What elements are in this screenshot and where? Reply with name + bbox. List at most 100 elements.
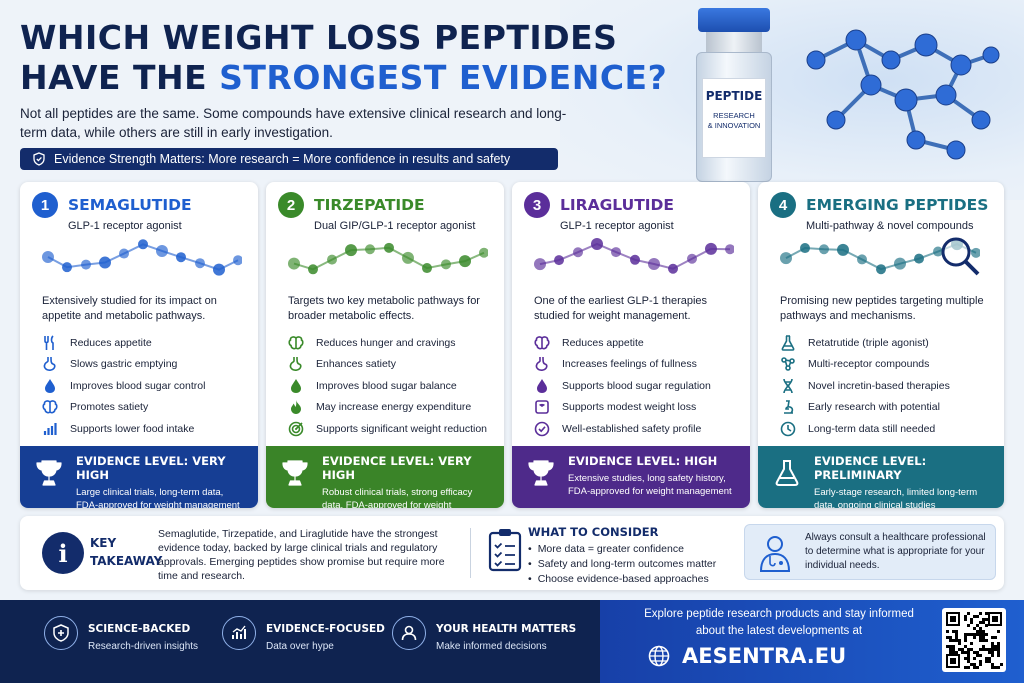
list-item: Improves blood sugar control (42, 375, 205, 397)
benefit-text: Reduces appetite (562, 336, 644, 349)
benefit-list: Reduces appetite Increases feelings of fu… (534, 332, 711, 440)
benefit-text: Improves blood sugar control (70, 379, 206, 392)
card-header: 3 LIRAGLUTIDE (524, 192, 674, 218)
flask-icon (780, 334, 796, 351)
evidence-level-description: Early-stage research, limited long-term … (814, 487, 978, 508)
card-description: One of the earliest GLP-1 therapies stud… (534, 295, 708, 322)
card-description: Extensively studied for its impact on ap… (42, 295, 217, 322)
flame-icon (288, 399, 304, 415)
list-item: Supports blood sugar regulation (534, 375, 711, 397)
key-takeaway-label-line1: KEY (90, 536, 117, 550)
brain-icon (42, 399, 58, 415)
card-liraglutide: 3 LIRAGLUTIDE GLP-1 receptor agonist One of… (512, 182, 750, 508)
list-item: Retatrutide (triple agonist) (780, 332, 950, 354)
card-number-badge: 1 (32, 192, 58, 218)
key-takeaway-label-line2: TAKEAWAY (90, 554, 163, 568)
card-subtitle: Dual GIP/GLP-1 receptor agonist (314, 220, 476, 232)
benefit-text: Increases feelings of fullness (562, 358, 697, 371)
list-item: Choose evidence-based approaches (528, 572, 716, 587)
footer-cta: Explore peptide research products and st… (600, 600, 1024, 683)
globe-icon (648, 645, 670, 667)
list-item: May increase energy expenditure (288, 397, 487, 419)
chart-growth-icon (222, 616, 256, 650)
vial-neck (706, 32, 762, 52)
benefit-text: Promotes satiety (70, 401, 149, 414)
consult-box: Always consult a healthcare professional… (744, 524, 996, 580)
utensils-icon (42, 335, 58, 351)
benefit-text: Supports blood sugar regulation (562, 379, 711, 392)
benefit-text: Reduces appetite (70, 336, 152, 349)
key-takeaway-label: KEY TAKEAWAY (90, 534, 162, 570)
benefit-list: Reduces appetite Slows gastric emptying Im… (42, 332, 205, 440)
evidence-level-title: EVIDENCE LEVEL: VERY HIGH (322, 454, 472, 482)
benefit-text: Well-established safety profile (562, 422, 702, 435)
list-item: Supports lower food intake (42, 418, 205, 440)
evidence-banner: Evidence Strength Matters: More research… (20, 148, 558, 170)
card-subtitle: GLP-1 receptor agonist (68, 220, 182, 232)
website-link[interactable]: AESENTRA.EU (648, 644, 846, 668)
vial-label-sub: RESEARCH & INNOVATION (703, 111, 765, 131)
benefit-text: Reduces hunger and cravings (316, 336, 456, 349)
list-item: Safety and long-term outcomes matter (528, 557, 717, 572)
what-to-consider-title: WHAT TO CONSIDER (528, 525, 659, 539)
dna-icon (780, 378, 796, 394)
doctor-icon (759, 536, 791, 572)
molecule-illustration (806, 29, 1000, 160)
qr-code-icon[interactable] (942, 608, 1006, 672)
vial-label: PEPTIDE RESEARCH & INNOVATION (702, 78, 766, 158)
footer-item-sub: Data over hype (266, 641, 334, 652)
takeaway-divider (470, 528, 471, 578)
benefit-text: Slows gastric emptying (70, 358, 178, 371)
evidence-level-description: Robust clinical trials, strong efficacy … (322, 487, 473, 508)
peptide-chain-illustration (42, 239, 242, 276)
footer: SCIENCE-BACKED Research-driven insights E… (0, 600, 1024, 683)
list-item: Promotes satiety (42, 397, 205, 419)
benefit-list: Retatrutide (triple agonist) Multi-recept… (780, 332, 950, 440)
banner-text: Evidence Strength Matters: More research… (54, 152, 511, 166)
evidence-level-description: Large clinical trials, long-term data, F… (76, 487, 240, 508)
microscope-icon (780, 399, 796, 415)
card-subtitle: Multi-pathway & novel compounds (806, 220, 974, 232)
list-item: Reduces appetite (42, 332, 205, 354)
blood-drop-icon (288, 378, 304, 394)
card-emerging-peptides: 4 EMERGING PEPTIDES Multi-pathway & novel … (758, 182, 1004, 508)
footer-item-title: SCIENCE-BACKED (88, 623, 191, 635)
card-title: EMERGING PEPTIDES (806, 196, 989, 214)
footer-item-sub: Make informed decisions (436, 641, 547, 652)
title-line-1: WHICH WEIGHT LOSS PEPTIDES (20, 18, 618, 57)
benefit-text: Supports lower food intake (70, 422, 195, 435)
list-item: Enhances satiety (288, 354, 487, 376)
list-item: Reduces hunger and cravings (288, 332, 487, 354)
key-takeaway-text: Semaglutide, Tirzepatide, and Liraglutid… (158, 528, 445, 582)
card-tirzepatide: 2 TIRZEPATIDE Dual GIP/GLP-1 receptor agon… (266, 182, 504, 508)
evidence-level-panel: EVIDENCE LEVEL: VERY HIGH Large clinical … (20, 446, 258, 508)
card-number-badge: 3 (524, 192, 550, 218)
benefit-text: Improves blood sugar balance (316, 379, 457, 392)
evidence-level-title: EVIDENCE LEVEL: HIGH (568, 454, 718, 468)
card-subtitle: GLP-1 receptor agonist (560, 220, 674, 232)
peptide-chain-illustration (780, 237, 980, 276)
list-item: Early research with potential (780, 397, 950, 419)
card-title: TIRZEPATIDE (314, 196, 425, 214)
benefit-list: Reduces hunger and cravings Enhances sati… (288, 332, 487, 440)
list-item: Multi-receptor compounds (780, 354, 950, 376)
vial-cap (698, 8, 770, 32)
footer-item-title: YOUR HEALTH MATTERS (436, 623, 577, 635)
title-line-2: HAVE THE STRONGEST EVIDENCE? (20, 58, 667, 98)
list-item: Supports modest weight loss (534, 397, 711, 419)
benefit-text: May increase energy expenditure (316, 401, 472, 414)
target-icon (288, 421, 304, 437)
explore-text: Explore peptide research products and st… (644, 608, 914, 637)
title-highlight: STRONGEST EVIDENCE? (219, 58, 668, 97)
footer-item-title: EVIDENCE-FOCUSED (266, 623, 385, 635)
brain-icon (534, 335, 550, 351)
shield-cross-icon (44, 616, 78, 650)
list-item: Novel incretin-based therapies (780, 375, 950, 397)
list-item: Supports significant weight reduction (288, 418, 487, 440)
brain-icon (288, 335, 304, 351)
list-item: Slows gastric emptying (42, 354, 205, 376)
title-line-2-prefix: HAVE THE (20, 58, 220, 97)
card-title: LIRAGLUTIDE (560, 196, 675, 214)
key-takeaway-panel: i KEY TAKEAWAY Semaglutide, Tirzepatide, … (20, 516, 1004, 590)
list-item: Reduces appetite (534, 332, 711, 354)
